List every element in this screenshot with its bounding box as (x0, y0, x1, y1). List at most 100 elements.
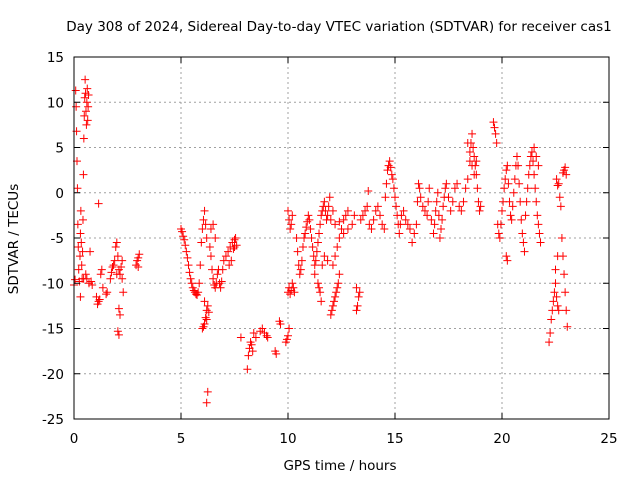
data-point (202, 234, 211, 242)
data-point (286, 224, 295, 233)
data-point (225, 261, 234, 270)
data-point (557, 234, 566, 242)
data-point (218, 265, 227, 274)
data-point (87, 277, 96, 286)
data-point (339, 215, 348, 224)
data-point (316, 220, 325, 229)
data-point (356, 215, 365, 224)
data-point (263, 333, 272, 342)
data-point (535, 229, 544, 238)
data-point (514, 161, 523, 170)
data-point (562, 306, 571, 315)
data-point (474, 197, 483, 206)
data-point (315, 283, 324, 292)
data-point (284, 331, 292, 340)
data-point (79, 134, 88, 143)
data-point (517, 215, 526, 224)
data-point (505, 197, 514, 206)
data-point (494, 229, 503, 238)
data-point (323, 256, 332, 265)
data-point (490, 123, 499, 132)
data-point (306, 224, 315, 233)
data-point (248, 347, 257, 356)
data-point (204, 308, 213, 317)
data-point (108, 262, 117, 271)
data-point (132, 261, 141, 270)
data-point (114, 330, 123, 339)
data-point (433, 188, 442, 197)
y-tick-label: 15 (47, 50, 64, 66)
data-point (503, 256, 512, 265)
y-tick-label: -25 (42, 412, 64, 428)
data-point (527, 148, 536, 157)
data-point (96, 270, 105, 279)
data-point (343, 224, 352, 233)
data-point (95, 295, 104, 304)
data-point (519, 238, 528, 247)
data-point (437, 224, 446, 233)
data-point (350, 211, 359, 220)
data-point (82, 98, 91, 107)
data-point (189, 286, 198, 295)
data-point (202, 315, 211, 324)
data-point (324, 202, 333, 211)
data-point (395, 229, 404, 238)
data-point (397, 211, 406, 220)
data-point (388, 175, 397, 184)
data-point (413, 197, 422, 206)
data-point (522, 197, 531, 206)
data-point (446, 206, 455, 215)
data-point (530, 170, 539, 179)
chart-title: Day 308 of 2024, Sidereal Day-to-day VTE… (66, 19, 612, 35)
data-point (262, 331, 271, 340)
data-point (429, 229, 438, 238)
x-axis-ticks: 0 5 10 15 20 25 (70, 57, 618, 447)
data-point (432, 197, 441, 206)
data-point (463, 175, 472, 184)
data-point (384, 161, 393, 170)
data-point (86, 247, 95, 256)
data-point (439, 202, 448, 211)
data-point (197, 238, 206, 247)
data-point (509, 188, 518, 197)
data-point (287, 220, 296, 229)
data-point (296, 265, 305, 274)
data-point (311, 256, 320, 265)
data-point (74, 265, 83, 274)
data-point (510, 175, 519, 184)
data-point (134, 262, 143, 271)
x-tick-label: 0 (70, 431, 79, 447)
data-point (200, 206, 209, 215)
data-point (424, 197, 433, 206)
data-point (119, 288, 128, 297)
data-point (249, 329, 258, 338)
data-point (563, 322, 572, 331)
data-point (476, 202, 485, 211)
data-point (552, 175, 561, 184)
data-point (457, 206, 466, 215)
data-point (74, 243, 83, 252)
data-point (73, 184, 82, 193)
data-point (532, 152, 541, 161)
data-point (97, 265, 106, 274)
data-point (209, 220, 218, 229)
data-point (307, 234, 316, 242)
data-point (354, 292, 363, 301)
data-point (403, 220, 412, 229)
data-point (298, 243, 307, 252)
data-point (293, 247, 302, 256)
data-point (434, 211, 443, 220)
data-point (501, 175, 510, 184)
data-point (470, 152, 479, 161)
data-point (103, 288, 112, 297)
data-point (326, 310, 335, 319)
data-point (72, 102, 81, 111)
data-point (182, 247, 191, 256)
data-point (114, 304, 123, 313)
data-point (555, 193, 564, 202)
data-point (118, 274, 127, 283)
data-point (438, 215, 447, 224)
data-point (219, 256, 228, 265)
data-point (98, 283, 107, 292)
data-point (441, 184, 450, 193)
